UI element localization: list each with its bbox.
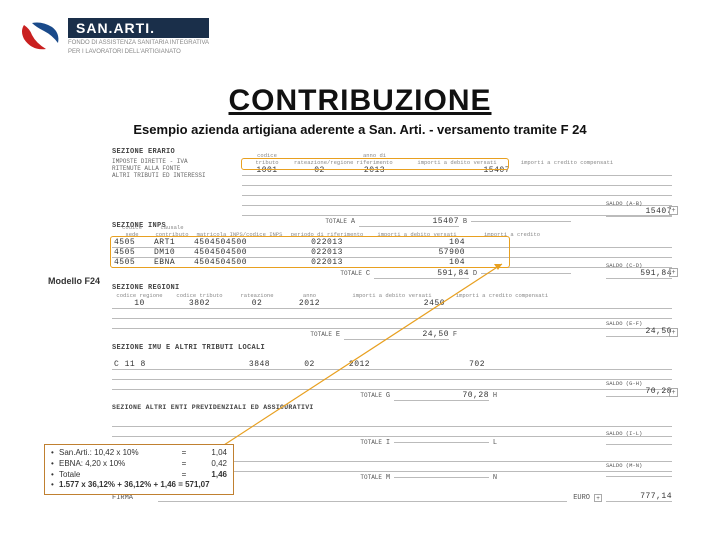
- euro-label: EURO: [573, 494, 590, 502]
- altri-label: SEZIONE ALTRI ENTI PREVIDENZIALI ED ASSI…: [112, 404, 672, 411]
- erario-hdr-cred: importi a credito compensati: [512, 159, 622, 166]
- inps-row-2: 4505 DM10 4504504500 022013 57900: [112, 248, 672, 258]
- firma-label: FIRMA: [112, 494, 152, 502]
- erario-hdr-deb: importi a debito versati: [402, 159, 512, 166]
- plus-box-erario: +: [669, 206, 678, 215]
- page-subtitle: Esempio azienda artigiana aderente a San…: [0, 122, 720, 137]
- erario-sub1: IMPOSTE DIRETTE - IVA: [112, 158, 242, 165]
- logo: SAN.ARTI. FONDO DI ASSISTENZA SANITARIA …: [18, 18, 209, 56]
- inps-row-3: 4505 EBNA 4504504500 022013 104: [112, 258, 672, 268]
- erario-hdr-rate: rateazione/regione: [292, 159, 347, 166]
- euro-value: 777,14: [606, 492, 672, 502]
- erario-sub2: RITENUTE ALLA FONTE: [112, 165, 242, 172]
- regioni-label: SEZIONE REGIONI: [112, 284, 672, 292]
- plus-box-inps: +: [669, 268, 678, 277]
- plus-box-imu: +: [669, 388, 678, 397]
- page-title: CONTRIBUZIONE: [0, 84, 720, 118]
- regioni-row-1: 10 3802 02 2012 2450: [112, 299, 672, 309]
- inps-row-1: 4505 ART1 4504504500 022013 104: [112, 238, 672, 248]
- imu-label: SEZIONE IMU E ALTRI TRIBUTI LOCALI: [112, 344, 672, 352]
- f24-form: SEZIONE ERARIO IMPOSTE DIRETTE - IVA RIT…: [44, 148, 684, 518]
- erario-sub3: ALTRI TRIBUTI ED INTERESSI: [112, 172, 242, 179]
- imu-row-1: C 11 8 3848 02 2012 702: [112, 360, 672, 370]
- calculation-box: •San.Arti.: 10,42 x 10%=1,04 •EBNA: 4,20…: [44, 444, 234, 495]
- logo-subtitle-2: PER I LAVORATORI DELL'ARTIGIANATO: [68, 49, 209, 56]
- erario-hdr-trib: codice tributo: [242, 152, 292, 166]
- erario-hdr-anno: anno di riferimento: [347, 152, 402, 166]
- erario-row-1: 1001 02 2013 15407: [242, 166, 672, 176]
- erario-saldo-label: SALDO (A-B): [606, 200, 672, 207]
- logo-mark-icon: [18, 21, 62, 53]
- inps-label: SEZIONE INPS: [112, 222, 672, 230]
- logo-name: SAN.ARTI.: [68, 18, 209, 38]
- logo-subtitle-1: FONDO DI ASSISTENZA SANITARIA INTEGRATIV…: [68, 40, 209, 47]
- plus-box-regioni: +: [669, 328, 678, 337]
